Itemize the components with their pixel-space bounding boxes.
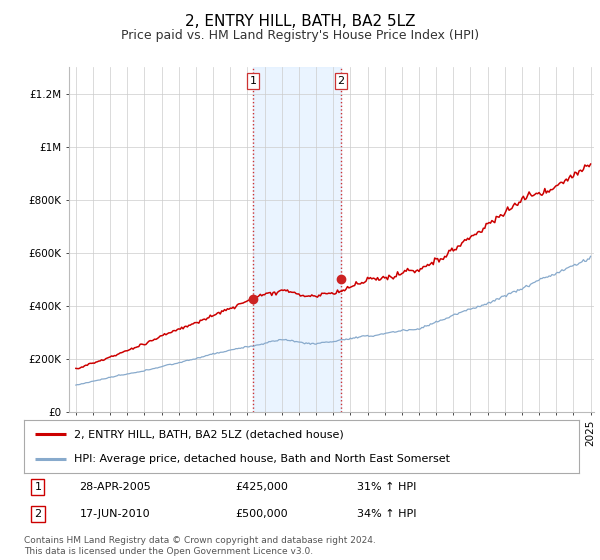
Text: 2: 2 (338, 76, 344, 86)
Text: £500,000: £500,000 (235, 509, 287, 519)
Text: HPI: Average price, detached house, Bath and North East Somerset: HPI: Average price, detached house, Bath… (74, 454, 450, 464)
Text: £425,000: £425,000 (235, 482, 288, 492)
Text: 31% ↑ HPI: 31% ↑ HPI (357, 482, 416, 492)
Text: 1: 1 (34, 482, 41, 492)
Text: 28-APR-2005: 28-APR-2005 (79, 482, 151, 492)
Bar (253, 67, 341, 412)
Text: Price paid vs. HM Land Registry's House Price Index (HPI): Price paid vs. HM Land Registry's House … (121, 29, 479, 42)
Text: 2: 2 (34, 509, 41, 519)
Text: 2, ENTRY HILL, BATH, BA2 5LZ (detached house): 2, ENTRY HILL, BATH, BA2 5LZ (detached h… (74, 430, 344, 440)
Text: Contains HM Land Registry data © Crown copyright and database right 2024.
This d: Contains HM Land Registry data © Crown c… (24, 536, 376, 556)
Text: 17-JUN-2010: 17-JUN-2010 (79, 509, 150, 519)
Text: 1: 1 (250, 76, 257, 86)
Text: 34% ↑ HPI: 34% ↑ HPI (357, 509, 416, 519)
Text: 2, ENTRY HILL, BATH, BA2 5LZ: 2, ENTRY HILL, BATH, BA2 5LZ (185, 14, 415, 29)
